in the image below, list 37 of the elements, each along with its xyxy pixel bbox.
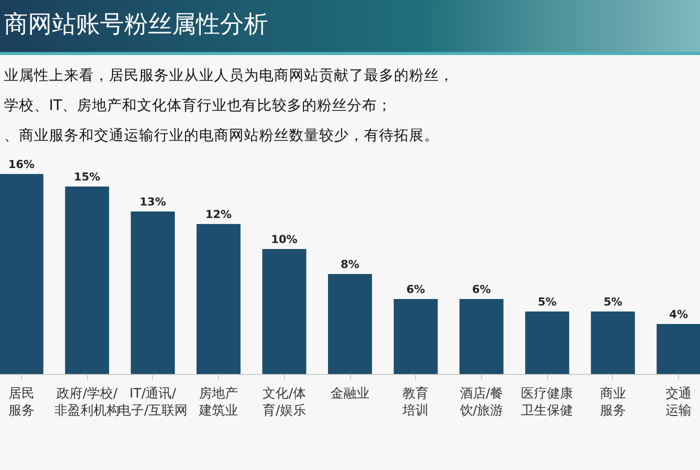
x-tick-label: 医疗健康卫生保健: [521, 386, 574, 418]
bar: [65, 186, 110, 374]
x-tick-label: 金融业: [330, 386, 370, 402]
text: 、商业服务和交通运输行业的电商网站粉丝数量较少，有待拓展。: [4, 126, 440, 146]
data-label: 6%: [472, 283, 491, 296]
data-label: 5%: [538, 296, 557, 308]
bar: [656, 324, 700, 374]
bar: [0, 174, 44, 374]
data-label: 5%: [604, 296, 622, 308]
bar: [262, 249, 306, 374]
bar: [130, 212, 175, 374]
data-label: 12%: [205, 208, 232, 221]
bar: [394, 299, 438, 374]
chart-title: 商网站账号粉丝属性分析: [0, 0, 700, 55]
bar: [328, 274, 372, 374]
data-label: 10%: [271, 233, 298, 246]
bar: [590, 312, 635, 374]
x-tick-label: 政府/学校/非盈利机构: [54, 386, 120, 418]
data-label: 13%: [140, 196, 166, 208]
x-tick-label: 文化/体育/娱乐: [262, 386, 306, 418]
bar: [459, 299, 504, 374]
x-tick-label: 居民服务: [8, 386, 34, 418]
x-tick-label: IT/通讯/电子/互联网: [118, 386, 188, 418]
data-label: 15%: [74, 170, 100, 184]
x-tick-label: 教育培训: [402, 386, 429, 418]
text: 业属性上来看，居民服务业从业人员为电商网站贡献了最多的粉丝，: [4, 66, 455, 86]
data-label: 4%: [669, 308, 688, 321]
data-label: 8%: [340, 258, 360, 271]
x-tick-label: 交通运输: [666, 386, 692, 418]
x-tick-label: 商业服务: [600, 386, 626, 418]
data-label: 6%: [406, 283, 426, 296]
x-tick-label: 房地产建筑业: [198, 386, 238, 418]
bar: [196, 224, 241, 374]
x-tick-label: 酒店/餐饮/旅游: [458, 386, 504, 418]
data-label: 16%: [8, 158, 35, 171]
text: 学校、IT、房地产和文化体育行业也有比较多的粉丝分布；: [4, 96, 394, 116]
bar: [525, 312, 570, 374]
